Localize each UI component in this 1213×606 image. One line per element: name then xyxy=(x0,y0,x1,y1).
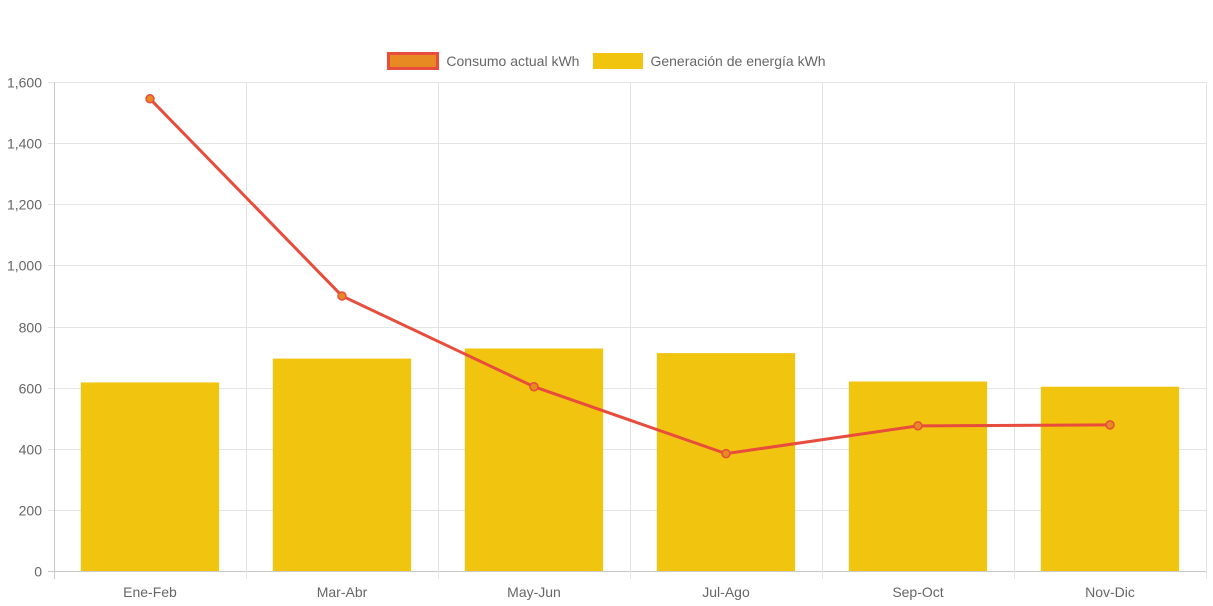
x-tick-label: Nov-Dic xyxy=(1085,584,1135,600)
point-consumo[interactable] xyxy=(1105,420,1115,430)
legend-item-consumo[interactable]: Consumo actual kWh xyxy=(387,52,579,70)
y-tick-label: 1,000 xyxy=(7,258,42,274)
legend: Consumo actual kWh Generación de energía… xyxy=(0,52,1213,70)
y-tick-label: 600 xyxy=(19,381,43,397)
point-consumo[interactable] xyxy=(721,448,731,459)
grid-layer xyxy=(48,82,1207,579)
bar-layer xyxy=(80,348,1180,571)
x-tick-label: Sep-Oct xyxy=(892,584,943,600)
y-tick-label: 1,600 xyxy=(7,75,42,91)
bar-generacion[interactable] xyxy=(1040,386,1180,571)
legend-label-generacion: Generación de energía kWh xyxy=(650,53,826,69)
legend-swatch-generacion xyxy=(593,53,644,69)
bar-generacion[interactable] xyxy=(464,348,604,571)
point-consumo[interactable] xyxy=(913,421,923,431)
point-consumo[interactable] xyxy=(337,291,347,301)
x-tick-label: Ene-Feb xyxy=(123,584,177,600)
y-tick-label: 0 xyxy=(34,564,42,580)
y-tick-label: 1,200 xyxy=(7,197,42,213)
y-tick-label: 400 xyxy=(19,442,43,458)
point-consumo[interactable] xyxy=(529,381,539,392)
y-tick-label: 200 xyxy=(19,503,43,519)
line-consumo xyxy=(148,97,1111,456)
legend-item-generacion[interactable]: Generación de energía kWh xyxy=(593,53,826,69)
legend-label-consumo: Consumo actual kWh xyxy=(446,53,580,69)
legend-swatch-consumo xyxy=(387,52,440,70)
bar-generacion[interactable] xyxy=(848,381,988,571)
x-tick-label: Jul-Ago xyxy=(702,584,750,600)
line-layer xyxy=(145,94,1115,459)
bar-generacion[interactable] xyxy=(80,382,220,571)
axis-layer: 0 200 400 600 800 1,000 1,200 1,400 1,600 Ene-Feb… xyxy=(7,75,1135,601)
x-tick-label: Mar-Abr xyxy=(317,584,368,600)
y-tick-label: 800 xyxy=(19,320,43,336)
y-tick-label: 1,400 xyxy=(7,136,42,152)
bar-generacion[interactable] xyxy=(272,358,412,571)
point-consumo[interactable] xyxy=(145,94,155,104)
x-tick-label: May-Jun xyxy=(507,584,561,600)
bar-generacion[interactable] xyxy=(656,353,796,571)
